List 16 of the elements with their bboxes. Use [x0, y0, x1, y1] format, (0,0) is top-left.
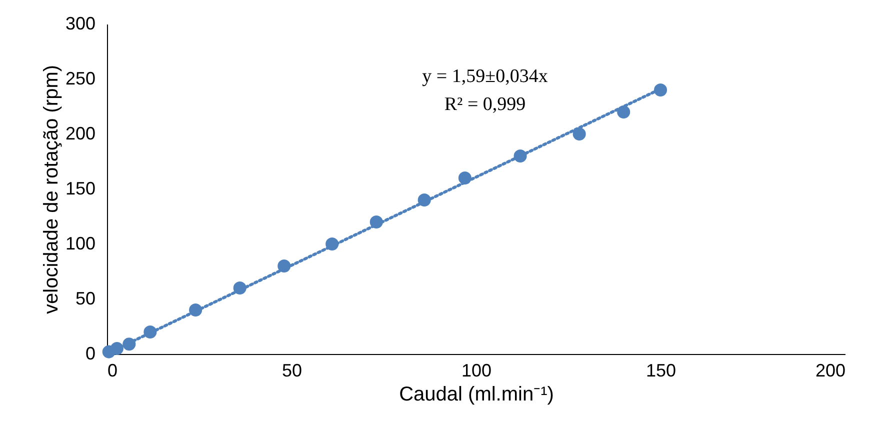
- y-tick-label: 100: [65, 234, 96, 254]
- y-tick-label: 50: [75, 288, 96, 308]
- annotation: R² = 0,999: [444, 94, 526, 115]
- x-tick-label: 50: [282, 360, 302, 380]
- y-tick-label: 200: [65, 124, 96, 144]
- x-tick-label: 100: [461, 360, 492, 380]
- y-tick-label: 150: [65, 178, 96, 198]
- annotation: y = 1,59±0,034x: [422, 66, 548, 87]
- y-tick-label: 250: [65, 68, 96, 88]
- x-tick-label: 0: [108, 360, 118, 380]
- x-tick-label: 150: [646, 360, 676, 380]
- x-tick-label: 200: [815, 360, 846, 380]
- y-tick-label: 300: [65, 14, 96, 34]
- y-axis-title: velocidade de rotação (rpm): [40, 64, 62, 314]
- y-tick-label: 0: [85, 344, 96, 364]
- x-axis-title: Caudal (ml.min⁻¹): [399, 384, 554, 406]
